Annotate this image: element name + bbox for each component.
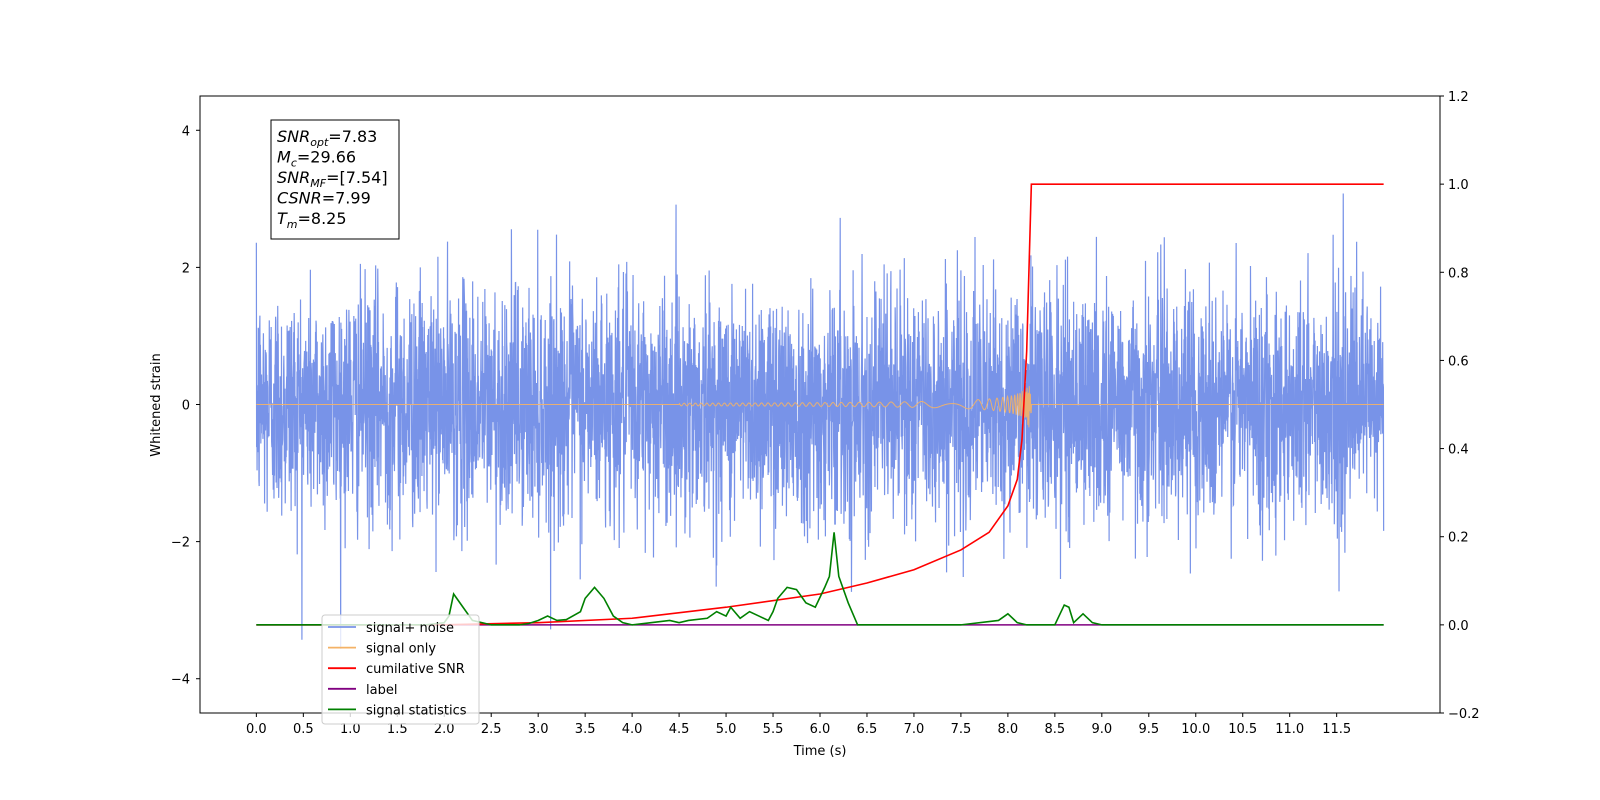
legend-frame bbox=[321, 614, 480, 725]
x-tick-label: 8.0 bbox=[998, 722, 1019, 737]
x-axis-title: Time (s) bbox=[793, 744, 847, 759]
annotation-line: SNRopt=7.83 bbox=[277, 127, 377, 149]
y2-tick-label: 0.2 bbox=[1448, 531, 1469, 546]
x-tick-label: 11.0 bbox=[1275, 722, 1304, 737]
x-tick-label: 6.0 bbox=[810, 722, 831, 737]
y2-tick-label: 0.4 bbox=[1448, 443, 1469, 458]
x-tick-label: 0.5 bbox=[293, 722, 314, 737]
series-signal-noise bbox=[255, 193, 1385, 649]
x-tick-label: 3.5 bbox=[575, 722, 596, 737]
legend: signal+ noise signal only cumilative SNR la… bbox=[321, 614, 480, 725]
y2-tick-label: 1.2 bbox=[1448, 90, 1469, 105]
y-tick-label: 4 bbox=[182, 124, 190, 139]
y-tick-label: −4 bbox=[171, 673, 190, 688]
series-cumulative-snr bbox=[256, 183, 1384, 626]
x-tick-label: 4.0 bbox=[622, 722, 643, 737]
y2-tick-label: 0.6 bbox=[1448, 354, 1469, 369]
annotation-line: CSNR=7.99 bbox=[277, 189, 371, 208]
y-axis-title: Whitened strain bbox=[149, 353, 164, 456]
x-tick-label: 5.5 bbox=[763, 722, 784, 737]
x-tick-label: 11.5 bbox=[1322, 722, 1351, 737]
y2-tick-label: 0.8 bbox=[1448, 266, 1469, 281]
x-tick-label: 7.0 bbox=[904, 722, 925, 737]
x-tick-label: 3.0 bbox=[528, 722, 549, 737]
annotation-line: Mc=29.66 bbox=[277, 148, 356, 170]
y-tick-label: 2 bbox=[182, 261, 190, 276]
x-tick-label: 1.0 bbox=[340, 722, 361, 737]
x-tick-label: 9.0 bbox=[1091, 722, 1112, 737]
y2-tick-label: 0.0 bbox=[1448, 619, 1469, 634]
x-tick-label: 10.0 bbox=[1181, 722, 1210, 737]
legend-label: signal statistics bbox=[366, 703, 467, 718]
y2-tick-label: −0.2 bbox=[1448, 707, 1480, 722]
x-tick-label: 7.5 bbox=[951, 722, 972, 737]
x-tick-label: 5.0 bbox=[716, 722, 737, 737]
x-tick-label: 0.0 bbox=[246, 722, 267, 737]
x-tick-label: 1.5 bbox=[387, 722, 408, 737]
x-tick-label: 8.5 bbox=[1045, 722, 1066, 737]
legend-label: label bbox=[366, 683, 397, 698]
series-signal-statistics bbox=[256, 532, 1384, 626]
y2-tick-label: 1.0 bbox=[1448, 178, 1469, 193]
legend-label: signal+ noise bbox=[366, 621, 454, 636]
x-tick-label: 6.5 bbox=[857, 722, 878, 737]
axes: 0.0 0.5 1.0 1.5 2.0 2.5 3.0 3.5 4.0 4.5 5.0 5.5 6.0 6… bbox=[171, 90, 1480, 737]
legend-label: cumilative SNR bbox=[366, 662, 465, 677]
annotation-line: SNRMF=[7.54] bbox=[277, 168, 388, 190]
x-tick-label: 9.5 bbox=[1138, 722, 1159, 737]
legend-label: signal only bbox=[366, 642, 436, 657]
y-tick-label: 0 bbox=[182, 399, 190, 414]
x-tick-label: 2.0 bbox=[434, 722, 455, 737]
y-tick-label: −2 bbox=[171, 536, 190, 551]
x-tick-label: 10.5 bbox=[1228, 722, 1257, 737]
x-tick-label: 2.5 bbox=[481, 722, 502, 737]
x-tick-label: 4.5 bbox=[669, 722, 690, 737]
annotation-box: SNRopt=7.83Mc=29.66SNRMF=[7.54]CSNR=7.99… bbox=[270, 119, 400, 240]
annotation-frame bbox=[270, 119, 400, 240]
series-signal-only bbox=[256, 386, 1384, 428]
annotation-line: Tm=8.25 bbox=[277, 209, 347, 231]
